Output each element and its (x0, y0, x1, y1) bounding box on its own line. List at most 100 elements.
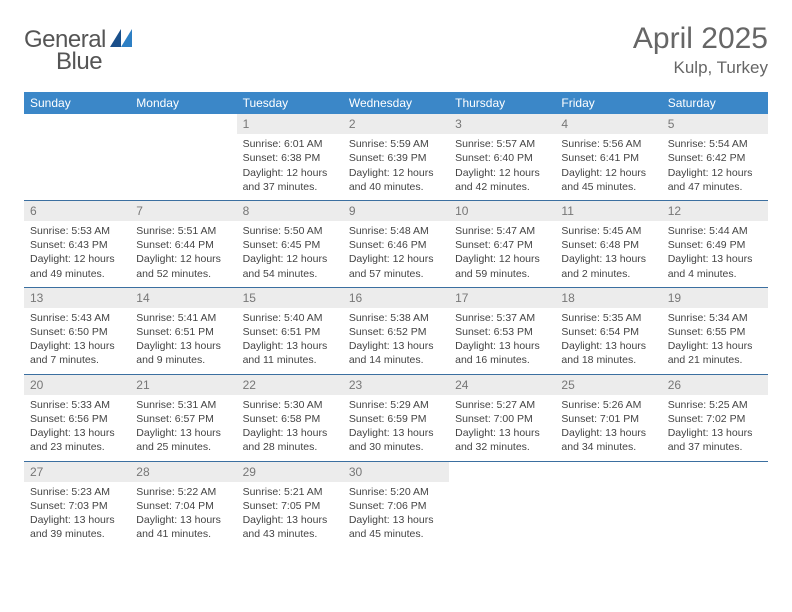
calendar-day: 12Sunrise: 5:44 AMSunset: 6:49 PMDayligh… (662, 201, 768, 287)
day-number: 20 (24, 375, 130, 395)
sunrise-text: Sunrise: 5:22 AM (136, 485, 230, 499)
daylight-text: Daylight: 13 hours and 32 minutes. (455, 426, 549, 454)
day-number: 17 (449, 288, 555, 308)
calendar-week: 1Sunrise: 6:01 AMSunset: 6:38 PMDaylight… (24, 114, 768, 201)
calendar-body: 1Sunrise: 6:01 AMSunset: 6:38 PMDaylight… (24, 114, 768, 547)
sunrise-text: Sunrise: 5:56 AM (561, 137, 655, 151)
sunset-text: Sunset: 6:39 PM (349, 151, 443, 165)
day-number: 22 (237, 375, 343, 395)
calendar-day: 5Sunrise: 5:54 AMSunset: 6:42 PMDaylight… (662, 114, 768, 200)
sunset-text: Sunset: 7:06 PM (349, 499, 443, 513)
daylight-text: Daylight: 12 hours and 45 minutes. (561, 166, 655, 194)
day-details: Sunrise: 5:54 AMSunset: 6:42 PMDaylight:… (662, 134, 768, 200)
day-number: 27 (24, 462, 130, 482)
day-number: 12 (662, 201, 768, 221)
day-details: Sunrise: 5:50 AMSunset: 6:45 PMDaylight:… (237, 221, 343, 287)
calendar-day: 16Sunrise: 5:38 AMSunset: 6:52 PMDayligh… (343, 288, 449, 374)
sunrise-text: Sunrise: 5:20 AM (349, 485, 443, 499)
weekday-label: Monday (130, 92, 236, 114)
calendar-week: 6Sunrise: 5:53 AMSunset: 6:43 PMDaylight… (24, 201, 768, 288)
daylight-text: Daylight: 13 hours and 14 minutes. (349, 339, 443, 367)
sunset-text: Sunset: 6:53 PM (455, 325, 549, 339)
day-number: 2 (343, 114, 449, 134)
sunrise-text: Sunrise: 5:57 AM (455, 137, 549, 151)
sunset-text: Sunset: 6:46 PM (349, 238, 443, 252)
calendar: SundayMondayTuesdayWednesdayThursdayFrid… (24, 92, 768, 547)
day-number: 4 (555, 114, 661, 134)
calendar-day: 27Sunrise: 5:23 AMSunset: 7:03 PMDayligh… (24, 462, 130, 548)
daylight-text: Daylight: 13 hours and 9 minutes. (136, 339, 230, 367)
daylight-text: Daylight: 13 hours and 28 minutes. (243, 426, 337, 454)
brand-word-2-wrap: Blue (24, 48, 102, 76)
calendar-day: 19 Sunrise: 5:34 AMSunset: 6:55 PMDayligh… (662, 288, 768, 374)
day-number: 19 (662, 288, 768, 308)
sunrise-text: Sunrise: 5:34 AM (668, 311, 762, 325)
day-details: Sunrise: 5:21 AMSunset: 7:05 PMDaylight:… (237, 482, 343, 548)
sunset-text: Sunset: 6:51 PM (136, 325, 230, 339)
day-number: 9 (343, 201, 449, 221)
day-number: 13 (24, 288, 130, 308)
weekday-label: Friday (555, 92, 661, 114)
day-details: Sunrise: 5:41 AMSunset: 6:51 PMDaylight:… (130, 308, 236, 374)
day-details: Sunrise: 5:47 AMSunset: 6:47 PMDaylight:… (449, 221, 555, 287)
weekday-label: Tuesday (237, 92, 343, 114)
day-details: Sunrise: 5:44 AMSunset: 6:49 PMDaylight:… (662, 221, 768, 287)
sunset-text: Sunset: 6:51 PM (243, 325, 337, 339)
day-number: 24 (449, 375, 555, 395)
day-details: Sunrise: 5:43 AMSunset: 6:50 PMDaylight:… (24, 308, 130, 374)
daylight-text: Daylight: 13 hours and 25 minutes. (136, 426, 230, 454)
weekday-label: Sunday (24, 92, 130, 114)
day-details: Sunrise: 5:45 AMSunset: 6:48 PMDaylight:… (555, 221, 661, 287)
day-details: Sunrise: 6:01 AMSunset: 6:38 PMDaylight:… (237, 134, 343, 200)
sunset-text: Sunset: 6:48 PM (561, 238, 655, 252)
weekday-header: SundayMondayTuesdayWednesdayThursdayFrid… (24, 92, 768, 114)
calendar-day-empty (555, 462, 661, 548)
day-details: Sunrise: 5:38 AMSunset: 6:52 PMDaylight:… (343, 308, 449, 374)
day-details: Sunrise: 5:25 AMSunset: 7:02 PMDaylight:… (662, 395, 768, 461)
sunrise-text: Sunrise: 5:38 AM (349, 311, 443, 325)
day-details: Sunrise: 5:22 AMSunset: 7:04 PMDaylight:… (130, 482, 236, 548)
sunset-text: Sunset: 7:01 PM (561, 412, 655, 426)
brand-arrow-icon (110, 29, 132, 52)
calendar-day: 6Sunrise: 5:53 AMSunset: 6:43 PMDaylight… (24, 201, 130, 287)
calendar-day: 24Sunrise: 5:27 AMSunset: 7:00 PMDayligh… (449, 375, 555, 461)
calendar-day-empty (24, 114, 130, 200)
day-number: 14 (130, 288, 236, 308)
day-number: 3 (449, 114, 555, 134)
daylight-text: Daylight: 12 hours and 49 minutes. (30, 252, 124, 280)
day-number: 21 (130, 375, 236, 395)
calendar-day: 2Sunrise: 5:59 AMSunset: 6:39 PMDaylight… (343, 114, 449, 200)
calendar-day: 7Sunrise: 5:51 AMSunset: 6:44 PMDaylight… (130, 201, 236, 287)
daylight-text: Daylight: 12 hours and 42 minutes. (455, 166, 549, 194)
sunset-text: Sunset: 6:57 PM (136, 412, 230, 426)
day-details: Sunrise: 5:23 AMSunset: 7:03 PMDaylight:… (24, 482, 130, 548)
daylight-text: Daylight: 12 hours and 57 minutes. (349, 252, 443, 280)
calendar-week: 27Sunrise: 5:23 AMSunset: 7:03 PMDayligh… (24, 462, 768, 548)
sunset-text: Sunset: 7:04 PM (136, 499, 230, 513)
day-number: 11 (555, 201, 661, 221)
page-title: April 2025 (633, 22, 768, 56)
day-number: 23 (343, 375, 449, 395)
daylight-text: Daylight: 12 hours and 52 minutes. (136, 252, 230, 280)
sunrise-text: Sunrise: 5:59 AM (349, 137, 443, 151)
daylight-text: Daylight: 13 hours and 21 minutes. (668, 339, 762, 367)
day-details: Sunrise: 5:27 AMSunset: 7:00 PMDaylight:… (449, 395, 555, 461)
sunset-text: Sunset: 6:55 PM (668, 325, 762, 339)
sunset-text: Sunset: 6:47 PM (455, 238, 549, 252)
day-number: 1 (237, 114, 343, 134)
sunrise-text: Sunrise: 5:30 AM (243, 398, 337, 412)
calendar-day: 21Sunrise: 5:31 AMSunset: 6:57 PMDayligh… (130, 375, 236, 461)
location-text: Kulp, Turkey (633, 58, 768, 78)
calendar-day: 1Sunrise: 6:01 AMSunset: 6:38 PMDaylight… (237, 114, 343, 200)
day-number: 25 (555, 375, 661, 395)
day-details: Sunrise: 5:20 AMSunset: 7:06 PMDaylight:… (343, 482, 449, 548)
calendar-day: 30Sunrise: 5:20 AMSunset: 7:06 PMDayligh… (343, 462, 449, 548)
calendar-day: 29Sunrise: 5:21 AMSunset: 7:05 PMDayligh… (237, 462, 343, 548)
daylight-text: Daylight: 13 hours and 4 minutes. (668, 252, 762, 280)
calendar-day: 23Sunrise: 5:29 AMSunset: 6:59 PMDayligh… (343, 375, 449, 461)
sunset-text: Sunset: 6:40 PM (455, 151, 549, 165)
day-details: Sunrise: 5:29 AMSunset: 6:59 PMDaylight:… (343, 395, 449, 461)
day-number: 18 (555, 288, 661, 308)
calendar-day: 26Sunrise: 5:25 AMSunset: 7:02 PMDayligh… (662, 375, 768, 461)
sunrise-text: Sunrise: 5:43 AM (30, 311, 124, 325)
